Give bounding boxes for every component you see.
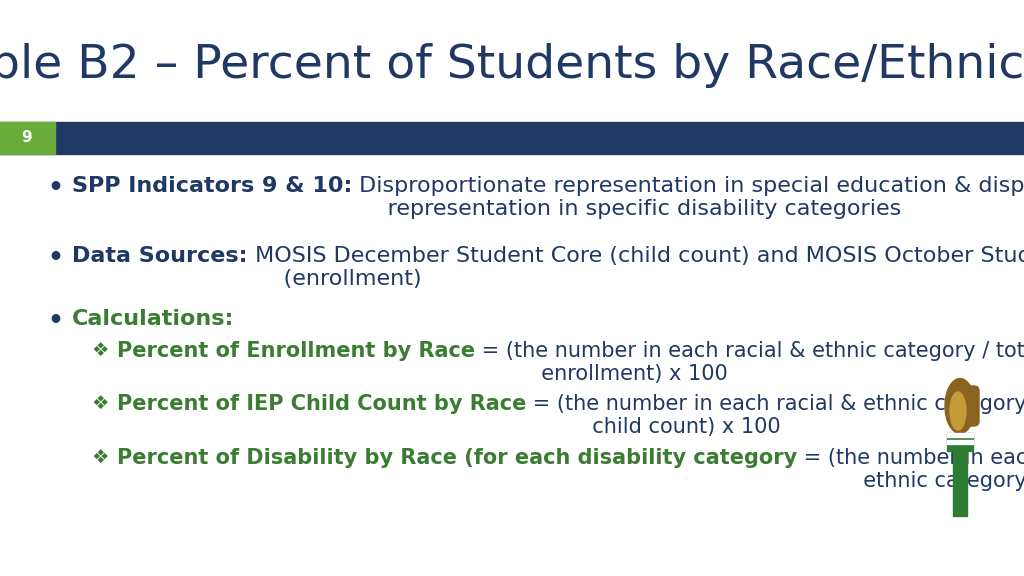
Bar — [947, 440, 973, 444]
FancyBboxPatch shape — [947, 433, 973, 451]
Text: •: • — [47, 309, 63, 333]
Text: •: • — [47, 176, 63, 200]
Bar — [0, 122, 55, 154]
Bar — [0, 122, 1024, 154]
Text: Data Sources:: Data Sources: — [72, 246, 248, 266]
Text: 9: 9 — [22, 131, 33, 146]
Text: •: • — [47, 246, 63, 270]
Text: MOSIS December Student Core (child count) and MOSIS October Student Core
     (e: MOSIS December Student Core (child count… — [248, 246, 1024, 289]
FancyBboxPatch shape — [957, 386, 979, 426]
Ellipse shape — [945, 378, 975, 434]
Text: = (the number in each racial & ethnic category / total
          child count) x : = (the number in each racial & ethnic ca… — [526, 394, 1024, 437]
Text: Percent of IEP Child Count by Race: Percent of IEP Child Count by Race — [117, 394, 526, 414]
Text: ❖: ❖ — [91, 394, 109, 413]
Ellipse shape — [950, 392, 966, 430]
Text: Calculations:: Calculations: — [72, 309, 234, 329]
Text: = (the number in each racial &
          ethnic category / total child count in : = (the number in each racial & ethnic ca… — [798, 448, 1024, 491]
Bar — [947, 433, 973, 437]
Text: ❖: ❖ — [91, 448, 109, 467]
Text: Table B2 – Percent of Students by Race/Ethnicity: Table B2 – Percent of Students by Race/E… — [0, 44, 1024, 89]
Text: SPP Indicators 9 & 10:: SPP Indicators 9 & 10: — [72, 176, 352, 196]
Text: = (the number in each racial & ethnic category / total
          enrollment) x 1: = (the number in each racial & ethnic ca… — [475, 341, 1024, 384]
Text: Disproportionate representation in special education & disproportionate
     rep: Disproportionate representation in speci… — [352, 176, 1024, 219]
Text: Percent of Enrollment by Race: Percent of Enrollment by Race — [117, 341, 475, 361]
Text: ❖: ❖ — [91, 341, 109, 360]
Bar — [953, 446, 967, 516]
Text: Percent of Disability by Race (for each disability category: Percent of Disability by Race (for each … — [117, 448, 798, 468]
